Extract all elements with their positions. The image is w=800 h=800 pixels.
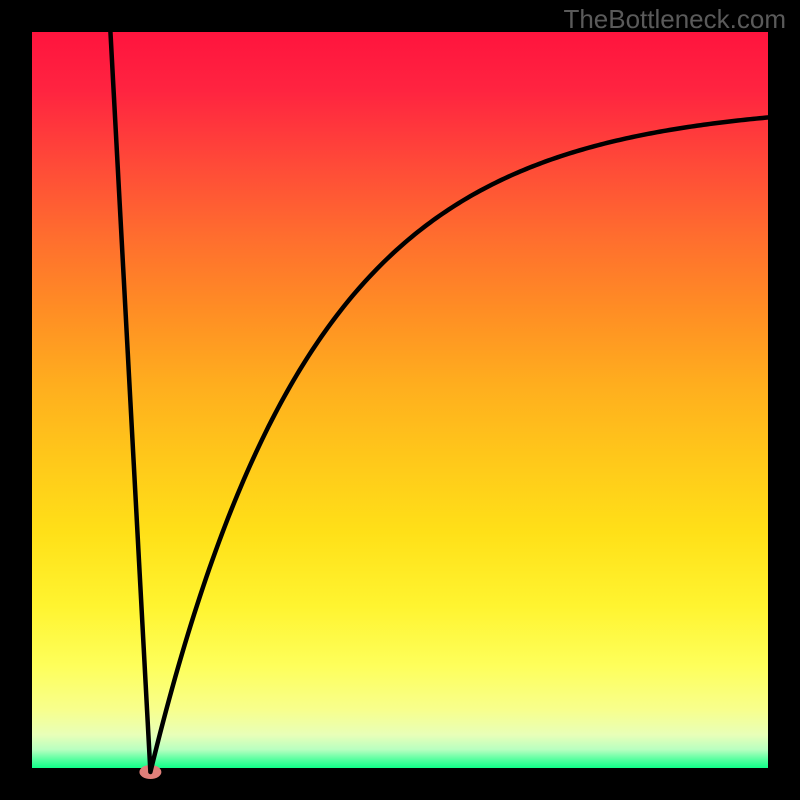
plot-area [30,30,770,770]
chart-container: { "watermark": { "text": "TheBottleneck.… [0,0,800,800]
watermark-text: TheBottleneck.com [563,4,786,35]
bottleneck-curve [110,32,772,772]
curve-layer [32,32,772,772]
